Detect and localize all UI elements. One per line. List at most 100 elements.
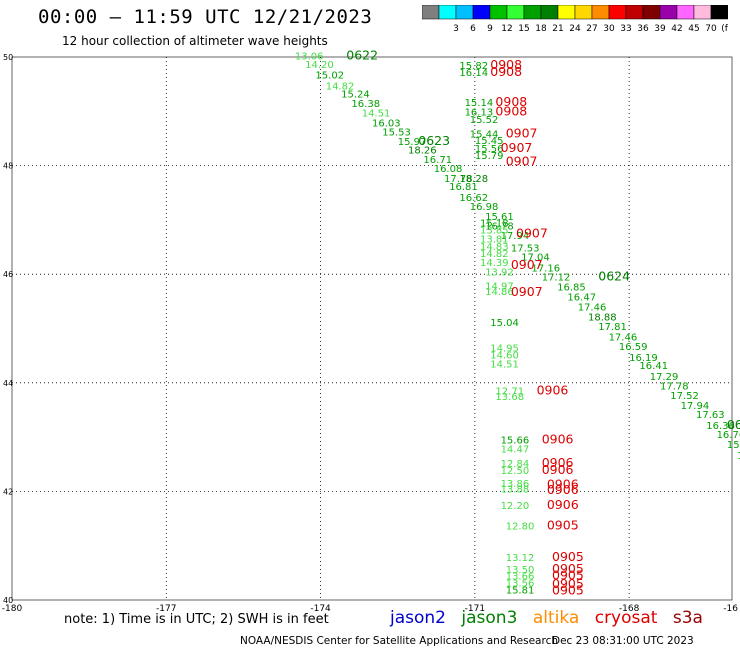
pass-time-label: 0905 bbox=[547, 517, 579, 532]
legend-swatch bbox=[608, 5, 627, 20]
legend-swatch bbox=[455, 5, 474, 20]
satellite-altika: altika bbox=[532, 608, 580, 628]
wave-height-value: 13.88 bbox=[501, 484, 530, 495]
wave-height-value: 16.78 bbox=[485, 222, 514, 233]
wave-height-value: 14.83 bbox=[480, 242, 509, 253]
wave-height-value: 17.16 bbox=[531, 263, 560, 274]
longitude-tick-label: -180 bbox=[2, 604, 23, 614]
legend-swatch bbox=[422, 5, 440, 20]
legend-swatch-label: (ft) bbox=[721, 24, 728, 33]
wave-height-value: 17.12 bbox=[542, 273, 571, 284]
wave-height-value: 15.72 bbox=[727, 440, 740, 451]
wave-height-value: 17.46 bbox=[578, 303, 607, 314]
wave-height-value: 16.41 bbox=[639, 361, 668, 372]
legend-swatch-label: 70 bbox=[705, 24, 717, 33]
wave-height-value: 15.81 bbox=[506, 585, 535, 596]
wave-height-value: 15.82 bbox=[459, 61, 488, 72]
wave-height-value: 14.51 bbox=[362, 109, 391, 120]
pass-time-label: 0906 bbox=[542, 432, 574, 447]
wave-height-value: 17.29 bbox=[650, 372, 679, 383]
wave-height-value: 14.39 bbox=[480, 258, 509, 269]
wave-height-value: 16.13 bbox=[465, 108, 494, 119]
satellite-s3a: s3a bbox=[672, 608, 703, 628]
wave-height-value: 16.76 bbox=[717, 430, 740, 441]
pass-time-label: 0905 bbox=[552, 576, 584, 591]
wave-height-value: 16.19 bbox=[629, 353, 658, 364]
footer-note: note: 1) Time is in UTC; 2) SWH is in fe… bbox=[64, 612, 329, 627]
wave-height-value: 16.08 bbox=[434, 164, 463, 175]
legend-swatch bbox=[693, 5, 712, 20]
legend-swatch bbox=[574, 5, 593, 20]
pass-time-label: 0905 bbox=[552, 567, 584, 582]
wave-height-value: 15.14 bbox=[465, 98, 494, 109]
pass-time-label: 0908 bbox=[495, 94, 527, 109]
wave-height-value: 15.45 bbox=[475, 136, 504, 147]
latitude-tick-label: 44 bbox=[3, 379, 13, 388]
wave-height-value: 13.81 bbox=[480, 235, 509, 246]
wave-height-value: 15.24 bbox=[341, 90, 370, 101]
wave-height-value: 17.78 bbox=[660, 381, 689, 392]
page-title: 00:00 — 11:59 UTC 12/21/2023 bbox=[38, 6, 373, 28]
wave-height-value: 16.59 bbox=[619, 342, 648, 353]
credit-line: NOAA/NESDIS Center for Satellite Applica… bbox=[240, 635, 558, 647]
satellite-jason3: jason3 bbox=[461, 608, 518, 628]
legend-swatch bbox=[472, 5, 491, 20]
legend-swatch-label: 3 bbox=[453, 24, 459, 33]
legend-swatch bbox=[557, 5, 576, 20]
legend-swatch-label: 42 bbox=[671, 24, 682, 33]
wave-height-value: 14.47 bbox=[501, 444, 530, 455]
wave-height-value: 13.68 bbox=[495, 392, 524, 403]
longitude-tick-label: -168 bbox=[619, 604, 640, 614]
pass-time-label: 0905 bbox=[552, 549, 584, 564]
wave-height-value: 12.80 bbox=[506, 521, 535, 532]
wave-height-value: 13.06 bbox=[295, 52, 324, 63]
wave-height-value: 12.50 bbox=[501, 466, 530, 477]
legend-swatch-label: 12 bbox=[501, 24, 512, 33]
satellite-legend: jason2 jason3 altika cryosat s3a bbox=[390, 608, 713, 628]
latitude-tick-label: 40 bbox=[3, 596, 13, 605]
wave-height-value: 15.52 bbox=[470, 115, 499, 126]
legend-swatch bbox=[540, 5, 559, 20]
legend-swatch bbox=[642, 5, 661, 20]
wave-height-value: 12.20 bbox=[501, 501, 530, 512]
wave-height-value: 17.81 bbox=[598, 322, 627, 333]
pass-time-label: 0907 bbox=[506, 154, 538, 169]
pass-time-label: 0623 bbox=[418, 133, 450, 148]
legend-swatch bbox=[506, 5, 525, 20]
wave-height-value: 16.71 bbox=[423, 155, 452, 166]
wave-height-value: 16.98 bbox=[470, 202, 499, 213]
pass-time-label: 0907 bbox=[511, 284, 543, 299]
wave-height-value: 18.88 bbox=[588, 312, 617, 323]
wave-height-value: 16.38 bbox=[351, 99, 380, 110]
longitude-tick-label: -171 bbox=[465, 604, 485, 614]
pass-time-label: 0906 bbox=[542, 462, 574, 477]
wave-height-value: 15.61 bbox=[485, 212, 514, 223]
legend-swatch-label: 45 bbox=[688, 24, 699, 33]
pass-time-label: 0907 bbox=[516, 225, 548, 240]
wave-height-value: 15.53 bbox=[382, 128, 411, 139]
longitude-tick-label: -177 bbox=[156, 604, 176, 614]
legend-swatch bbox=[625, 5, 644, 20]
wave-height-value: 14.82 bbox=[480, 249, 509, 260]
wave-height-value: 17.63 bbox=[696, 410, 725, 421]
wave-height-value: 15.56 bbox=[475, 144, 504, 155]
wave-height-value: 16.62 bbox=[459, 193, 488, 204]
wave-height-value: 14.95 bbox=[490, 343, 519, 354]
latitude-tick-label: 50 bbox=[3, 53, 13, 62]
wave-height-value: 12.71 bbox=[495, 387, 524, 398]
wave-height-value: 12.84 bbox=[501, 459, 530, 470]
pass-time-label: 0907 bbox=[506, 125, 538, 140]
legend-swatch-label: 15 bbox=[518, 24, 529, 33]
pass-time-label: 0906 bbox=[547, 497, 579, 512]
wave-height-value: 17.78 bbox=[444, 174, 473, 185]
wave-height-value: 13.92 bbox=[485, 267, 514, 278]
legend-swatch-label: 30 bbox=[603, 24, 615, 33]
wave-height-value: 14.60 bbox=[490, 350, 519, 361]
wave-height-value: 13.85 bbox=[480, 225, 509, 236]
wave-height-value: 14.97 bbox=[485, 281, 514, 292]
wave-height-value: 16.14 bbox=[459, 68, 488, 79]
page-subtitle: 12 hour collection of altimeter wave hei… bbox=[62, 34, 328, 48]
satellite-jason2: jason2 bbox=[390, 608, 446, 628]
